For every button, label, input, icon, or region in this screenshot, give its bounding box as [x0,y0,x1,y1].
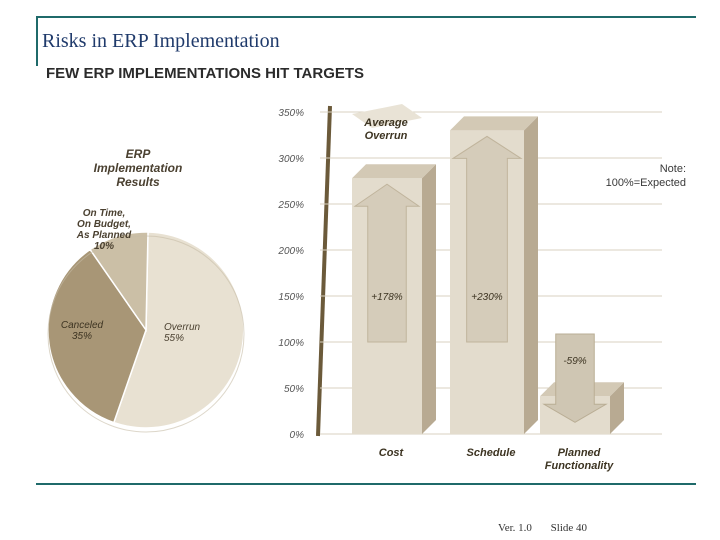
top-rule [36,16,696,18]
pie-slice-overrun [112,231,245,429]
average-overrun-annotation-line: Average [363,117,407,129]
footer: Ver. 1.0 Slide 40 [498,522,603,534]
pie-slice-overrun-label-line: 55% [164,333,184,344]
chart-headline: FEW ERP IMPLEMENTATIONS HIT TARGETS [46,65,364,82]
pie-slice-ontime-label-line: On Budget, [77,219,131,230]
slide-title: Risks in ERP Implementation [42,30,280,52]
note-expected-line: Note: [660,163,686,175]
y-tick-label: 150% [278,292,304,303]
bar-schedule-top [450,116,538,131]
bar-schedule-arrow [451,135,523,343]
pie-slice-ontime-label: On Time, On Budget, As Planned 10% [76,208,132,252]
pie-slice-canceled-label-line: Canceled [61,320,104,331]
left-rule [36,16,38,66]
pie-slice-ontime-label-line: 10% [94,241,114,252]
footer-slide-number: Slide 40 [550,522,588,534]
pie-title-line: Results [116,175,160,189]
average-overrun-banner [352,104,422,128]
bar-schedule-data-label: +230% [471,292,503,303]
bar-planned-functionality-data-label: -59% [563,356,586,367]
average-overrun-annotation-line: Overrun [365,130,408,142]
pie-slice-canceled-label-line: 35% [72,331,92,342]
pie-title-line: ERP [126,147,152,161]
bar-cost-side [422,164,436,434]
y-tick-label: 300% [278,154,304,165]
bar-cost-category-label: Cost [379,447,405,459]
bar-schedule-category-label: Schedule [467,447,516,459]
bar-cost-data-label: +178% [371,292,403,303]
y-tick-label: 100% [278,338,304,349]
pie-slice-overrun-label-line: Overrun [164,322,201,333]
bar-schedule-category-label-line: Schedule [467,447,516,459]
chart-svg: FEW ERP IMPLEMENTATIONS HIT TARGETS Overr… [46,65,686,472]
bar-planned-functionality-category-label-line: Planned [558,447,601,459]
pie-slice-ontime-label-line: On Time, [83,208,126,219]
y-axis-line [316,105,332,437]
pie-slice-overrun-label: Overrun 55% [164,322,201,344]
y-tick-label: 0% [290,430,305,441]
bar-schedule-side [524,116,538,435]
bar-planned-functionality-category-label-line: Functionality [545,460,614,472]
note-expected: Note: 100%=Expected [606,163,686,189]
bar-planned-functionality-arrow [542,333,608,423]
average-overrun-annotation: Average Overrun [363,117,407,142]
pie-slice-ontime [89,231,149,333]
pie-title-line: Implementation [94,161,183,175]
y-tick-label: 250% [277,200,304,211]
bottom-rule [36,483,696,485]
footer-version: Ver. 1.0 [498,522,532,534]
pie-slice-canceled-label: Canceled 35% [61,320,104,342]
y-tick-label: 200% [277,246,304,257]
note-expected-line: 100%=Expected [606,177,686,189]
pie-slice-ontime-label-line: As Planned [76,230,132,241]
bar-planned-functionality-category-label: Planned Functionality [545,447,614,472]
pie-edge [47,235,245,433]
chart-figure: FEW ERP IMPLEMENTATIONS HIT TARGETS Overr… [42,62,702,480]
bar-planned-functionality-side [610,382,624,434]
pie-title: ERP Implementation Results [94,147,183,189]
pie-slice-canceled [47,248,147,424]
bar-cost-category-label-line: Cost [379,447,405,459]
y-tick-label: 350% [278,108,304,119]
bar-cost-top [352,164,436,179]
bar-cost-arrow [353,183,421,343]
y-tick-label: 50% [284,384,304,395]
